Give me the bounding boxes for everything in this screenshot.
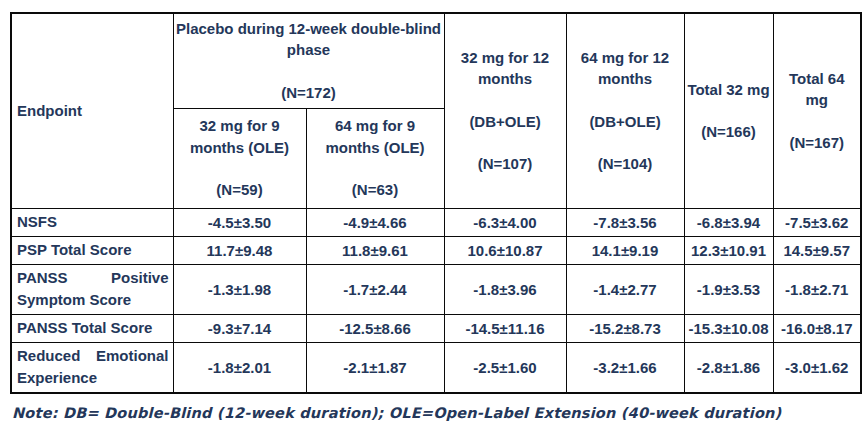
column-header-64mg-9-months: 64 mg for 9 months (OLE) (N=63): [306, 108, 444, 208]
cell-value: -1.8±2.01: [173, 342, 306, 393]
cell-value: -14.5±11.16: [444, 314, 566, 342]
cell-value: -3.0±1.62: [773, 342, 861, 393]
cell-value: -2.1±1.87: [306, 342, 444, 393]
cell-value: -4.9±4.66: [306, 208, 444, 236]
cell-value: -1.8±2.71: [773, 264, 861, 314]
cell-value: -4.5±3.50: [173, 208, 306, 236]
column-header-32mg-12-months: 32 mg for 12 months (DB+OLE) (N=107): [444, 13, 566, 208]
cell-value: 14.5±9.57: [773, 236, 861, 264]
table-row-psp-total-score: PSP Total Score 11.7±9.48 11.8±9.61 10.6…: [11, 236, 861, 264]
cell-value: 10.6±10.87: [444, 236, 566, 264]
table-row-panss-positive-symptom-score: PANSS Positive Symptom Score -1.3±1.98 -…: [11, 264, 861, 314]
row-label: Reduced Emotional Experience: [11, 342, 173, 393]
row-label: NSFS: [11, 208, 173, 236]
cell-value: -16.0±8.17: [773, 314, 861, 342]
row-label: PSP Total Score: [11, 236, 173, 264]
column-header-endpoint: Endpoint: [11, 13, 173, 208]
cell-value: -9.3±7.14: [173, 314, 306, 342]
column-header-total-64mg: Total 64 mg (N=167): [773, 13, 861, 208]
cell-value: 14.1±9.19: [566, 236, 684, 264]
column-header-placebo-group: Placebo during 12-week double-blind phas…: [173, 13, 444, 108]
cell-value: -3.2±1.66: [566, 342, 684, 393]
cell-value: -15.2±8.73: [566, 314, 684, 342]
cell-value: -6.8±3.94: [684, 208, 773, 236]
cell-value: -1.9±3.53: [684, 264, 773, 314]
table-row-reduced-emotional-experience: Reduced Emotional Experience -1.8±2.01 -…: [11, 342, 861, 393]
cell-value: 11.8±9.61: [306, 236, 444, 264]
row-label: PANSS Total Score: [11, 314, 173, 342]
cell-value: -1.4±2.77: [566, 264, 684, 314]
column-header-64mg-12-months: 64 mg for 12 months (DB+OLE) (N=104): [566, 13, 684, 208]
cell-value: -1.8±3.96: [444, 264, 566, 314]
cell-value: -1.3±1.98: [173, 264, 306, 314]
cell-value: -1.7±2.44: [306, 264, 444, 314]
cell-value: -15.3±10.08: [684, 314, 773, 342]
cell-value: -2.5±1.60: [444, 342, 566, 393]
table-row-nsfs: NSFS -4.5±3.50 -4.9±4.66 -6.3±4.00 -7.8±…: [11, 208, 861, 236]
row-label: PANSS Positive Symptom Score: [11, 264, 173, 314]
cell-value: -2.8±1.86: [684, 342, 773, 393]
column-header-32mg-9-months: 32 mg for 9 months (OLE) (N=59): [173, 108, 306, 208]
cell-value: -12.5±8.66: [306, 314, 444, 342]
cell-value: -7.8±3.56: [566, 208, 684, 236]
table-row-panss-total-score: PANSS Total Score -9.3±7.14 -12.5±8.66 -…: [11, 314, 861, 342]
results-table: Endpoint Placebo during 12-week double-b…: [10, 12, 862, 394]
cell-value: -7.5±3.62: [773, 208, 861, 236]
cell-value: 12.3±10.91: [684, 236, 773, 264]
cell-value: -6.3±4.00: [444, 208, 566, 236]
page: Endpoint Placebo during 12-week double-b…: [0, 0, 865, 421]
cell-value: 11.7±9.48: [173, 236, 306, 264]
table-note: Note: DB= Double-Blind (12-week duration…: [10, 405, 858, 421]
column-header-total-32mg: Total 32 mg (N=166): [684, 13, 773, 208]
